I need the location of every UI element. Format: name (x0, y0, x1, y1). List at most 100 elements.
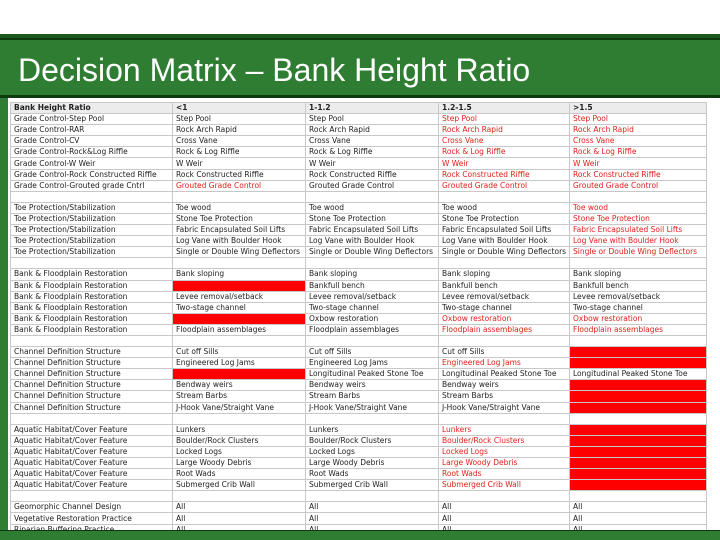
table-cell-category: Aquatic Habitat/Cover Feature (10, 479, 173, 492)
table-cell: Fabric Encapsulated Soil Lifts (305, 224, 439, 237)
table-cell: Log Vane with Boulder Hook (438, 235, 570, 248)
table-cell: All (438, 501, 570, 514)
table-cell: Levee removal/setback (172, 290, 306, 303)
table-cell: Oxbow restoration (305, 312, 439, 325)
table-cell-category: Bank & Floodplain Restoration (10, 290, 173, 303)
table-cell: Bankfull bench (438, 279, 570, 292)
spacer-cell (172, 490, 306, 503)
table-cell: Lunkers (438, 423, 570, 436)
table-cell-category: Toe Protection/Stabilization (10, 201, 173, 214)
header-row: Bank Height Ratio <1 1-1.2 1.2-1.5 >1.5 (10, 101, 707, 115)
table-cell (569, 434, 707, 447)
table-cell: Rock Arch Rapid (172, 124, 306, 137)
title-bar: Decision Matrix – Bank Height Ratio (0, 38, 720, 98)
header-cell-1-1.2: 1-1.2 (305, 101, 439, 115)
table-row: Aquatic Habitat/Cover Feature Root Wads Ro… (10, 468, 707, 481)
table-cell: W Weir (172, 157, 306, 170)
table-cell (569, 357, 707, 370)
table-cell-category: Grade Control-CV (10, 135, 173, 148)
side-strip (0, 98, 8, 530)
table-cell-category: Channel Definition Structure (10, 390, 173, 403)
table-cell-category: Grade Control-Rock Constructed Riffle (10, 168, 173, 181)
table-cell-category: Channel Definition Structure (10, 357, 173, 370)
table-row: Grade Control-Rock&Log Riffle Rock & Log … (10, 146, 707, 159)
table-cell: Grouted Grade Control (305, 179, 439, 192)
table-cell-category: Toe Protection/Stabilization (10, 212, 173, 226)
table-cell: J-Hook Vane/Straight Vane (438, 401, 570, 414)
table-cell: All (305, 512, 439, 525)
table-cell: Step Pool (172, 113, 306, 126)
table-cell: Single or Double Wing Deflectors (172, 246, 306, 259)
table-cell-category: Channel Definition Structure (10, 368, 173, 381)
spacer-row (10, 334, 707, 348)
table-cell: W Weir (569, 157, 707, 170)
matrix-body: Grade Control-Step Pool Step Pool Step Poo… (10, 113, 707, 536)
table-cell: Root Wads (172, 468, 306, 481)
header-cell-gt-1.5: >1.5 (569, 101, 707, 115)
header-cell-lt-1: <1 (172, 101, 306, 115)
table-cell: Stone Toe Protection (172, 212, 306, 226)
table-cell: Boulder/Rock Clusters (172, 434, 306, 447)
spacer-cell (10, 412, 173, 425)
table-cell: Toe wood (172, 201, 306, 214)
table-cell: Bendway weirs (438, 379, 570, 392)
table-cell: Lunkers (172, 423, 306, 436)
table-cell: Cut off Sills (172, 346, 306, 359)
table-cell: Large Woody Debris (438, 456, 570, 470)
table-cell-category: Grade Control-Grouted grade Cntrl (10, 179, 173, 192)
table-row: Channel Definition Structure Engineered L… (10, 357, 707, 370)
table-row: Toe Protection/Stabilization Log Vane wit… (10, 235, 707, 248)
table-cell: Submerged Crib Wall (172, 479, 306, 492)
table-cell: Two-stage channel (172, 301, 306, 314)
table-cell: Root Wads (438, 468, 570, 481)
table-cell: Floodplain assemblages (438, 323, 570, 336)
table-cell: Rock Arch Rapid (305, 124, 439, 137)
table-cell: Single or Double Wing Deflectors (438, 246, 570, 259)
table-cell: Cross Vane (305, 135, 439, 148)
table-cell (569, 401, 707, 414)
spacer-cell (438, 190, 570, 203)
table-cell: Bendway weirs (305, 379, 439, 392)
table-row: Channel Definition Structure Bendway weir… (10, 379, 707, 392)
table-cell: Bendway weirs (172, 379, 306, 392)
table-cell: Oxbow restoration (438, 312, 570, 325)
spacer-cell (569, 412, 707, 425)
table-cell-category: Bank & Floodplain Restoration (10, 301, 173, 314)
table-cell-category: Bank & Floodplain Restoration (10, 268, 173, 281)
table-cell: Stone Toe Protection (438, 212, 570, 226)
spacer-cell (569, 490, 707, 503)
spacer-cell (305, 412, 439, 425)
table-cell: Single or Double Wing Deflectors (305, 246, 439, 259)
table-row: Bank & Floodplain Restoration Levee remov… (10, 290, 707, 303)
table-cell-category: Bank & Floodplain Restoration (10, 323, 173, 336)
table-cell: Step Pool (305, 113, 439, 126)
table-cell: Bank sloping (438, 268, 570, 281)
spacer-cell (172, 412, 306, 425)
spacer-row (10, 190, 707, 203)
table-cell-category: Bank & Floodplain Restoration (10, 312, 173, 325)
table-cell (569, 479, 707, 492)
table-row: Grade Control-Rock Constructed Riffle Roc… (10, 168, 707, 181)
slide-title: Decision Matrix – Bank Height Ratio (18, 52, 531, 88)
table-row: Aquatic Habitat/Cover Feature Lunkers Lunk… (10, 423, 707, 436)
table-cell: Submerged Crib Wall (305, 479, 439, 492)
table-cell: All (172, 512, 306, 525)
table-cell: Root Wads (305, 468, 439, 481)
table-cell-category: Aquatic Habitat/Cover Feature (10, 423, 173, 436)
table-cell: Stream Barbs (172, 390, 306, 403)
table-cell: W Weir (305, 157, 439, 170)
table-cell: Fabric Encapsulated Soil Lifts (438, 224, 570, 237)
table-cell: Rock Constructed Riffle (438, 168, 570, 181)
table-cell-category: Channel Definition Structure (10, 401, 173, 414)
table-cell: W Weir (438, 157, 570, 170)
table-cell-category: Aquatic Habitat/Cover Feature (10, 445, 173, 459)
table-cell: Bank sloping (172, 268, 306, 281)
table-cell: Submerged Crib Wall (438, 479, 570, 492)
spacer-cell (172, 190, 306, 203)
table-row: Channel Definition Structure J-Hook Vane/… (10, 401, 707, 414)
table-row: Grade Control-Step Pool Step Pool Step Poo… (10, 113, 707, 126)
table-row: Bank & Floodplain Restoration Bank slopin… (10, 268, 707, 281)
table-cell: Fabric Encapsulated Soil Lifts (569, 224, 707, 237)
table-cell: All (569, 512, 707, 525)
table-cell: Lunkers (305, 423, 439, 436)
